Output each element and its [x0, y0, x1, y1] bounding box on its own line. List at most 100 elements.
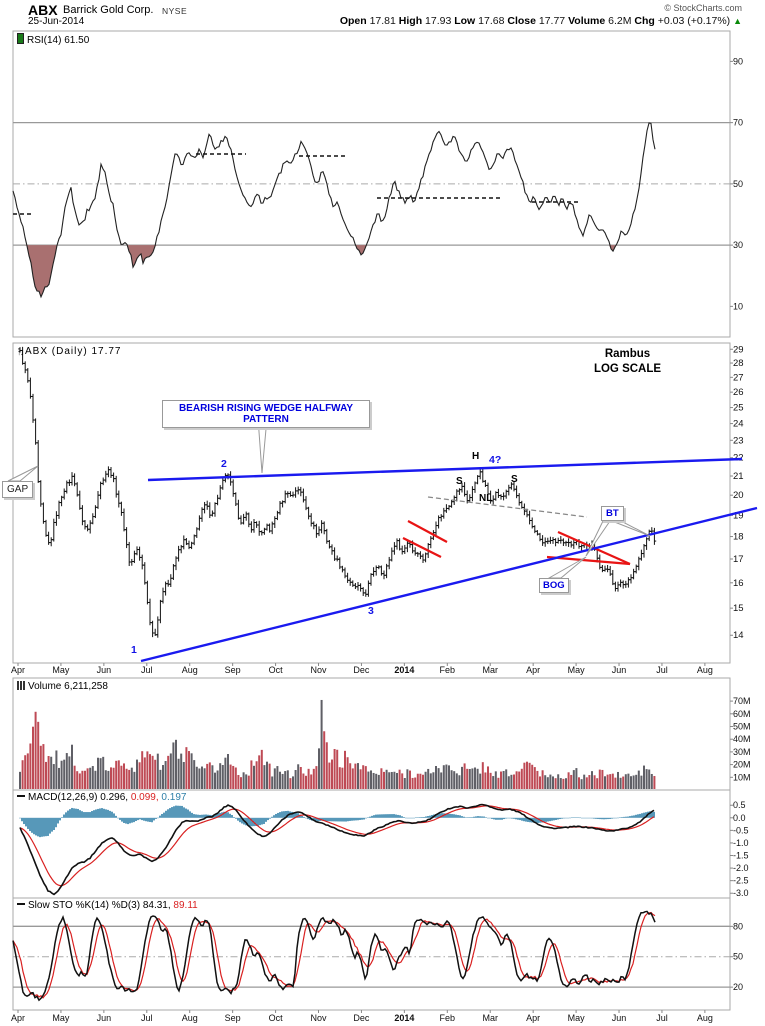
open-value: 17.81: [369, 15, 396, 27]
svg-text:Aug: Aug: [697, 665, 713, 675]
exchange-name: NYSE: [162, 6, 188, 16]
head-label: H: [472, 451, 480, 462]
svg-text:Feb: Feb: [440, 665, 456, 675]
svg-text:0.5: 0.5: [733, 800, 746, 810]
volume-label: Volume: [568, 15, 606, 27]
wedge-annotation: BEARISH RISING WEDGE HALFWAY PATTERN: [162, 400, 370, 428]
svg-text:Aug: Aug: [182, 1013, 198, 1023]
svg-text:Sep: Sep: [225, 665, 241, 675]
svg-text:14: 14: [733, 630, 744, 641]
svg-text:50: 50: [733, 952, 743, 962]
price-panel-label: ↑↓ ABX (Daily) 17.77: [17, 346, 122, 357]
author-signature: Rambus: [604, 348, 651, 360]
svg-text:-1.0: -1.0: [733, 838, 749, 848]
svg-text:20M: 20M: [733, 760, 751, 770]
svg-text:18: 18: [733, 532, 744, 543]
wave-3-label: 3: [368, 605, 374, 617]
svg-text:0.0: 0.0: [733, 813, 746, 823]
line-icon: [17, 903, 25, 905]
svg-text:Apr: Apr: [526, 665, 540, 675]
svg-text:10: 10: [733, 301, 743, 311]
svg-text:Oct: Oct: [269, 665, 284, 675]
left-shoulder-label: S: [456, 476, 463, 487]
svg-text:-2.5: -2.5: [733, 876, 749, 886]
breakout-gap-annotation: BOG: [539, 578, 569, 593]
histogram-icon: [17, 681, 25, 690]
svg-text:Oct: Oct: [269, 1013, 284, 1023]
low-value: 17.68: [478, 15, 505, 27]
chg-value: +0.03 (+0.17%): [657, 15, 731, 27]
svg-text:Jul: Jul: [656, 665, 668, 675]
svg-text:27: 27: [733, 372, 744, 383]
svg-text:Aug: Aug: [697, 1013, 713, 1023]
open-label: Open: [339, 15, 367, 27]
svg-text:21: 21: [733, 471, 744, 482]
high-label: High: [398, 15, 423, 27]
svg-text:24: 24: [733, 419, 744, 430]
gap-annotation: GAP: [2, 481, 34, 498]
company-name: Barrick Gold Corp.: [63, 4, 154, 16]
volume-panel-label: Volume 6,211,258: [17, 681, 108, 692]
svg-text:20: 20: [733, 490, 744, 501]
ticker-symbol: ABX: [28, 2, 58, 18]
svg-text:16: 16: [733, 578, 744, 589]
high-value: 17.93: [425, 15, 452, 27]
svg-text:20: 20: [733, 982, 743, 992]
svg-text:Apr: Apr: [11, 665, 25, 675]
sto-d-value: 89.11: [170, 900, 198, 911]
svg-text:50: 50: [733, 179, 743, 189]
close-value: 17.77: [538, 15, 566, 27]
svg-text:May: May: [52, 665, 70, 675]
svg-text:Nov: Nov: [311, 665, 328, 675]
svg-text:30: 30: [733, 240, 743, 250]
svg-text:10M: 10M: [733, 772, 751, 782]
svg-text:2014: 2014: [394, 1013, 414, 1023]
macd-hist-value: 0.197: [158, 792, 187, 803]
svg-text:Apr: Apr: [11, 1013, 25, 1023]
right-shoulder-label: S: [511, 474, 518, 485]
macd-signal-value: 0.099,: [128, 792, 159, 803]
svg-text:Nov: Nov: [311, 1013, 328, 1023]
svg-text:70: 70: [733, 118, 743, 128]
log-scale-note: LOG SCALE: [593, 363, 662, 375]
svg-text:30M: 30M: [733, 747, 751, 757]
svg-text:Jun: Jun: [97, 665, 112, 675]
rsi-panel-label: RSI(14) 61.50: [17, 33, 89, 46]
svg-text:-0.5: -0.5: [733, 825, 749, 835]
updown-arrows-icon: ↑↓: [17, 348, 24, 357]
svg-text:-2.0: -2.0: [733, 863, 749, 873]
wave-4-label: 4?: [489, 454, 502, 466]
svg-text:Jul: Jul: [141, 1013, 153, 1023]
svg-text:Jun: Jun: [97, 1013, 112, 1023]
macd-panel-label: MACD(12,26,9) 0.296, 0.099, 0.197: [17, 792, 186, 803]
svg-text:70M: 70M: [733, 696, 751, 706]
svg-text:Dec: Dec: [353, 665, 370, 675]
wave-1-label: 1: [131, 644, 137, 656]
svg-text:-1.5: -1.5: [733, 851, 749, 861]
svg-text:Jun: Jun: [612, 1013, 627, 1023]
svg-text:Feb: Feb: [440, 1013, 456, 1023]
svg-text:Dec: Dec: [353, 1013, 370, 1023]
svg-text:29: 29: [733, 344, 744, 355]
wave-2-label: 2: [221, 458, 227, 470]
candlestick-icon: [17, 33, 24, 44]
svg-text:2014: 2014: [394, 665, 414, 675]
svg-text:Jul: Jul: [656, 1013, 668, 1023]
neckline-label: NL: [479, 493, 493, 504]
svg-text:Sep: Sep: [225, 1013, 241, 1023]
change-up-arrow-icon: ▲: [733, 16, 742, 26]
chg-label: Chg: [634, 15, 655, 27]
volume-value: 6.2M: [608, 15, 632, 27]
backtest-annotation: BT: [601, 506, 624, 521]
svg-text:Jul: Jul: [141, 665, 153, 675]
svg-text:23: 23: [733, 435, 744, 446]
svg-text:40M: 40M: [733, 734, 751, 744]
svg-text:19: 19: [733, 510, 744, 521]
svg-text:Mar: Mar: [482, 665, 498, 675]
svg-text:25: 25: [733, 403, 744, 414]
line-icon: [17, 795, 25, 797]
svg-text:Aug: Aug: [182, 665, 198, 675]
svg-text:May: May: [568, 665, 586, 675]
